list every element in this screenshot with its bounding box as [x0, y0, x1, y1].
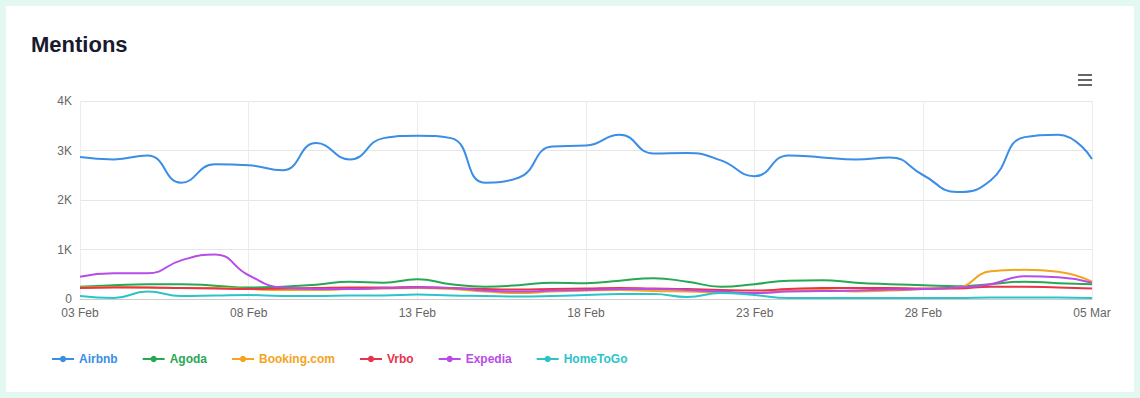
svg-text:Mentions: Mentions [31, 32, 128, 57]
svg-text:1K: 1K [57, 243, 72, 257]
svg-text:Airbnb: Airbnb [79, 352, 118, 366]
svg-text:08 Feb: 08 Feb [230, 306, 268, 320]
svg-text:0: 0 [65, 292, 72, 306]
svg-text:HomeToGo: HomeToGo [564, 352, 628, 366]
svg-text:Agoda: Agoda [170, 352, 208, 366]
svg-text:Expedia: Expedia [466, 352, 512, 366]
svg-text:03 Feb: 03 Feb [61, 306, 99, 320]
svg-text:2K: 2K [57, 193, 72, 207]
svg-text:Booking.com: Booking.com [259, 352, 335, 366]
svg-text:3K: 3K [57, 144, 72, 158]
svg-text:13 Feb: 13 Feb [399, 306, 437, 320]
svg-text:Vrbo: Vrbo [387, 352, 414, 366]
svg-text:18 Feb: 18 Feb [567, 306, 605, 320]
svg-text:05 Mar: 05 Mar [1073, 306, 1110, 320]
svg-text:23 Feb: 23 Feb [736, 306, 774, 320]
svg-text:4K: 4K [57, 94, 72, 108]
svg-text:28 Feb: 28 Feb [905, 306, 943, 320]
